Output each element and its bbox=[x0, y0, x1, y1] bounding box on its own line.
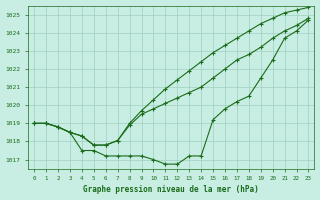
X-axis label: Graphe pression niveau de la mer (hPa): Graphe pression niveau de la mer (hPa) bbox=[84, 185, 259, 194]
